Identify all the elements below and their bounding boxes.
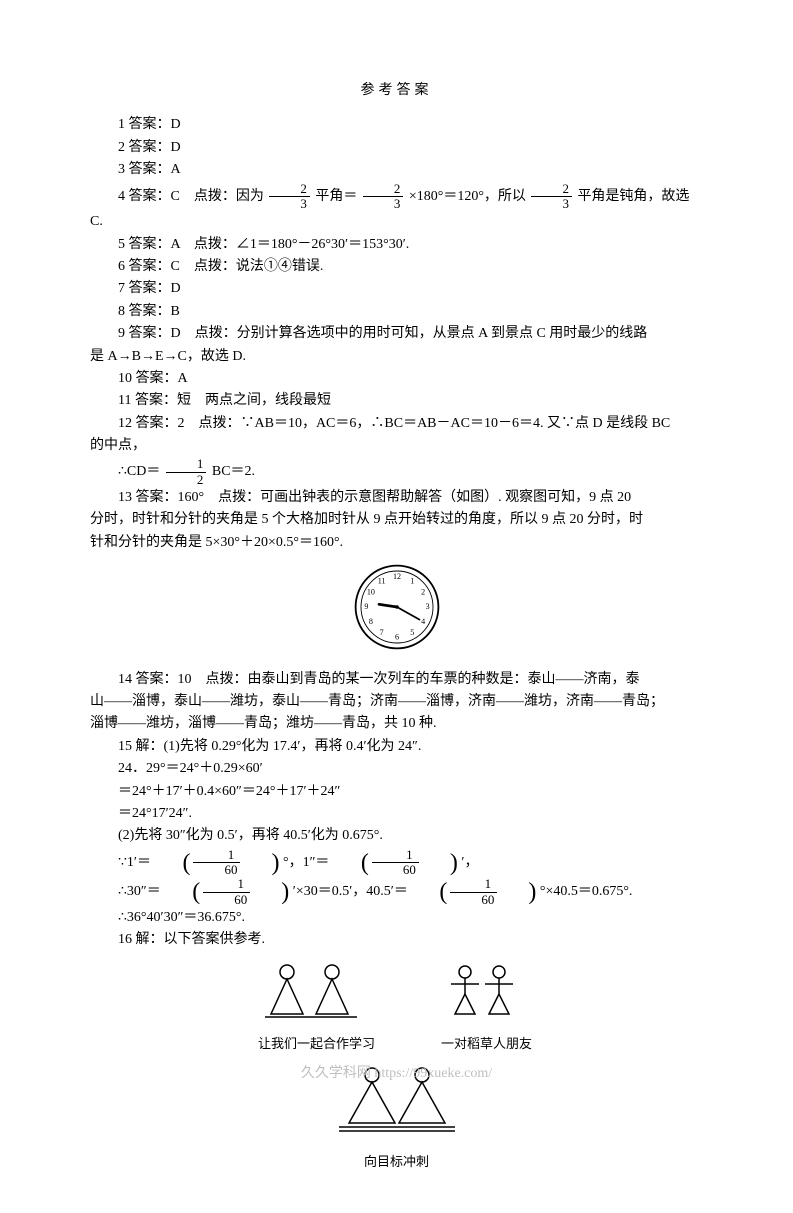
answer-14-line2: 山——淄博，泰山——潍坊，泰山——青岛；济南——淄博，济南——潍坊，济南——青岛… <box>90 691 703 713</box>
cooperate-icon <box>257 962 377 1022</box>
svg-text:3: 3 <box>425 602 429 611</box>
answer-16: 16 解：以下答案供参考. <box>90 929 703 951</box>
answer-15-line5: (2)先将 30″化为 0.5′，再将 40.5′化为 0.675°. <box>90 825 703 847</box>
svg-text:7: 7 <box>379 628 383 637</box>
answer-12-line3: ∴CD＝ 1 2 BC＝2. <box>90 457 703 487</box>
answer-15f-pre: ∵1′＝ <box>118 855 151 870</box>
footer-url: https://99xueke.com/ <box>371 1066 492 1081</box>
svg-text:6: 6 <box>394 633 398 642</box>
answer-8: 8 答案：B <box>90 301 703 323</box>
answer-6: 6 答案：C 点拨：说法①④错误. <box>90 256 703 278</box>
answer-12c-pre: ∴CD＝ <box>118 464 160 479</box>
answer-3: 3 答案：A <box>90 159 703 181</box>
answer-15-line2: 24．29°＝24°＋0.29×60′ <box>90 758 703 780</box>
answer-15-line7: ∴30″＝ 1 60 ′×30＝0.5′，40.5′＝ 1 60 °×40.5＝… <box>90 877 703 907</box>
answer-13-line1: 13 答案：160° 点拨：可画出钟表的示意图帮助解答（如图）. 观察图可知，9… <box>90 487 703 509</box>
svg-text:10: 10 <box>366 588 374 597</box>
answer-4-mid2: ×180°＝120°，所以 <box>409 189 526 204</box>
fraction-2-3: 2 3 <box>531 182 572 212</box>
svg-text:5: 5 <box>410 628 414 637</box>
answer-15-line6: ∵1′＝ 1 60 °，1″＝ 1 60 ′， <box>90 848 703 878</box>
answer-14-line1: 14 答案：10 点拨：由泰山到青岛的某一次列车的车票的种数是：泰山——济南，泰 <box>90 669 703 691</box>
answer-12-line1: 12 答案：2 点拨：∵AB＝10，AC＝6，∴BC＝AB－AC＝10－6＝4.… <box>90 413 703 435</box>
fraction-1-60: 1 60 <box>411 877 536 907</box>
answer-10: 10 答案：A <box>90 368 703 390</box>
clock-figure: 12 1 2 3 4 5 6 7 8 9 10 11 <box>90 562 703 660</box>
caption-scarecrow: 一对稻草人朋友 <box>437 1034 537 1055</box>
fraction-2-3: 2 3 <box>363 182 404 212</box>
answer-13-line3: 针和分针的夹角是 5×30°＋20×0.5°＝160°. <box>90 532 703 554</box>
svg-text:12: 12 <box>392 572 400 581</box>
answer-15-line3: ＝24°＋17′＋0.4×60″＝24°＋17′＋24″ <box>90 781 703 803</box>
page-title: 参考答案 <box>90 80 703 102</box>
answer-12c-post: BC＝2. <box>212 464 255 479</box>
answer-15f-mid: °，1″＝ <box>283 855 329 870</box>
answer-13-line2: 分时，时针和分针的夹角是 5 个大格加时针从 9 点开始转过的角度，所以 9 点… <box>90 509 703 531</box>
answer-4-mid1: 平角＝ <box>315 189 357 204</box>
page-footer: 久久学科网 https://99xueke.com/ <box>0 1062 793 1082</box>
answer-15g-post: °×40.5＝0.675°. <box>540 884 633 899</box>
figures-row-1: 让我们一起合作学习 一对稻草人朋友 <box>90 962 703 1055</box>
answer-11: 11 答案：短 两点之间，线段最短 <box>90 390 703 412</box>
figure-scarecrow: 一对稻草人朋友 <box>437 962 537 1055</box>
answer-9-line1: 9 答案：D 点拨：分别计算各选项中的用时可知，从景点 A 到景点 C 用时最少… <box>90 323 703 345</box>
answer-2: 2 答案：D <box>90 137 703 159</box>
fraction-1-60: 1 60 <box>333 848 458 878</box>
svg-text:1: 1 <box>410 577 414 586</box>
figure-cooperate: 让我们一起合作学习 <box>257 962 377 1055</box>
svg-text:8: 8 <box>368 617 372 626</box>
answer-15-line8: ∴36°40′30″＝36.675°. <box>90 907 703 929</box>
footer-text-cn: 久久学科网 <box>301 1066 371 1081</box>
document-page: 参考答案 1 答案：D 2 答案：D 3 答案：A 4 答案：C 点拨：因为 2… <box>0 0 793 1213</box>
svg-text:4: 4 <box>421 617 425 626</box>
answer-15g-mid: ′×30＝0.5′，40.5′＝ <box>293 884 408 899</box>
fraction-2-3: 2 3 <box>269 182 310 212</box>
caption-cooperate: 让我们一起合作学习 <box>257 1034 377 1055</box>
answer-4: 4 答案：C 点拨：因为 2 3 平角＝ 2 3 ×180°＝120°，所以 2… <box>90 182 703 234</box>
answer-1: 1 答案：D <box>90 114 703 136</box>
answer-4-pre: 4 答案：C 点拨：因为 <box>118 189 264 204</box>
answer-12-line2: 的中点， <box>90 435 703 457</box>
fraction-1-60: 1 60 <box>164 877 289 907</box>
svg-text:11: 11 <box>377 577 385 586</box>
answer-5: 5 答案：A 点拨：∠1＝180°－26°30′＝153°30′. <box>90 234 703 256</box>
answer-7: 7 答案：D <box>90 278 703 300</box>
caption-sprint: 向目标冲刺 <box>90 1152 703 1173</box>
clock-svg: 12 1 2 3 4 5 6 7 8 9 10 11 <box>352 562 442 652</box>
answer-9-line2: 是 A→B→E→C，故选 D. <box>90 346 703 368</box>
answer-15-line1: 15 解：(1)先将 0.29°化为 17.4′，再将 0.4′化为 24″. <box>90 736 703 758</box>
answer-15f-post: ′， <box>461 855 478 870</box>
answer-15g-pre: ∴30″＝ <box>118 884 161 899</box>
svg-text:2: 2 <box>421 588 425 597</box>
svg-text:9: 9 <box>364 602 368 611</box>
fraction-1-60: 1 60 <box>154 848 279 878</box>
fraction-1-2: 1 2 <box>166 457 207 487</box>
answer-14-line3: 淄博——潍坊，淄博——青岛；潍坊——青岛，共 10 种. <box>90 713 703 735</box>
scarecrow-icon <box>437 962 537 1022</box>
answer-15-line4: ＝24°17′24″. <box>90 803 703 825</box>
